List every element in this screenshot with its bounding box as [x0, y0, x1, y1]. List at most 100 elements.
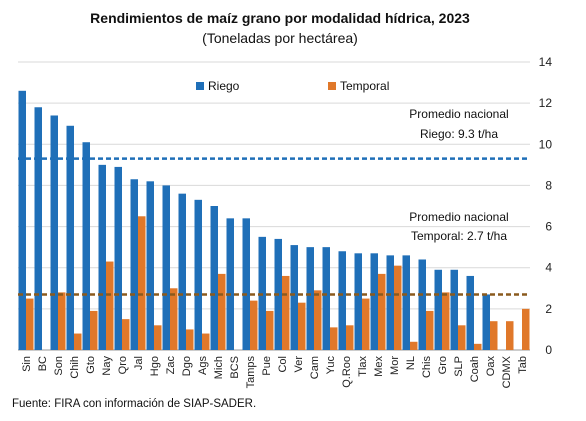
x-tick-label: Son	[53, 356, 65, 376]
x-tick-label: Chis	[421, 356, 433, 379]
bar-temporal-Son	[58, 292, 66, 350]
x-tick-label: BC	[37, 356, 49, 371]
y-tick-label: 2	[545, 302, 552, 316]
x-tick-label: Nay	[101, 356, 113, 376]
bar-temporal-Mich	[218, 273, 226, 350]
bar-riego-SLP	[450, 269, 458, 350]
x-tick-label: Chih	[69, 356, 81, 379]
bar-riego-Q.Roo	[338, 251, 346, 350]
bar-riego-BC	[34, 107, 42, 350]
chart-source: Fuente: FIRA con información de SIAP-SAD…	[12, 398, 257, 410]
x-tick-label: Dgo	[181, 356, 193, 376]
bar-temporal-SLP	[458, 325, 466, 350]
reference-label-line1: Promedio nacional	[409, 107, 508, 121]
y-tick-label: 4	[545, 261, 552, 275]
x-tick-label: Cam	[309, 356, 321, 379]
bar-temporal-NL	[410, 341, 418, 350]
bar-temporal-Nay	[106, 261, 114, 350]
x-tick-label: CDMX	[501, 355, 513, 388]
bar-riego-Sin	[18, 90, 26, 351]
bar-temporal-Tlax	[362, 298, 370, 350]
bar-riego-Dgo	[178, 193, 186, 350]
chart-title: Rendimientos de maíz grano por modalidad…	[90, 10, 470, 26]
legend-label-riego: Riego	[208, 79, 240, 93]
legend-swatch-temporal	[328, 82, 336, 90]
reference-label-line2: Temporal: 2.7 t/ha	[411, 229, 507, 243]
bar-riego-Ver	[290, 245, 298, 350]
bar-riego-Coah	[466, 275, 474, 350]
bar-temporal-Cam	[314, 290, 322, 350]
bar-temporal-CDMX	[506, 321, 514, 350]
bar-riego-NL	[402, 255, 410, 350]
bar-temporal-Oax	[490, 321, 498, 350]
bar-temporal-Zac	[170, 288, 178, 350]
x-tick-label: NL	[405, 356, 417, 370]
x-tick-label: Sin	[21, 356, 33, 372]
bar-temporal-Qro	[122, 319, 130, 350]
bar-riego-Yuc	[322, 247, 330, 350]
x-tick-label: SLP	[453, 356, 465, 377]
x-tick-label: Q.Roo	[341, 356, 353, 388]
x-tick-label: Pue	[261, 356, 273, 376]
x-tick-label: Tab	[517, 356, 529, 374]
bar-temporal-Mex	[378, 273, 386, 350]
bar-riego-Nay	[98, 164, 106, 350]
bar-riego-Tamps	[242, 218, 250, 350]
x-tick-label: Tlax	[357, 356, 369, 377]
bar-riego-Gto	[82, 142, 90, 350]
x-tick-label: Ags	[197, 356, 209, 375]
x-tick-label: Gto	[85, 356, 97, 374]
bar-temporal-Ver	[298, 302, 306, 350]
bar-riego-Tlax	[354, 253, 362, 350]
bar-riego-Gro	[434, 269, 442, 350]
bar-riego-Chis	[418, 259, 426, 350]
x-tick-label: Yuc	[325, 356, 337, 375]
bar-temporal-Tamps	[250, 300, 258, 350]
x-tick-label: Gro	[437, 356, 449, 374]
reference-label-line1: Promedio nacional	[409, 210, 508, 224]
x-tick-label: Ver	[293, 356, 305, 373]
y-tick-label: 14	[539, 55, 553, 69]
bar-riego-Oax	[482, 294, 490, 350]
y-tick-label: 6	[545, 220, 552, 234]
bar-riego-Qro	[114, 166, 122, 350]
y-tick-label: 10	[539, 137, 553, 151]
x-tick-label: Hgo	[149, 356, 161, 376]
bar-riego-Ags	[194, 199, 202, 350]
legend-swatch-riego	[196, 82, 204, 90]
x-tick-label: Mich	[213, 356, 225, 379]
bar-temporal-Col	[282, 275, 290, 350]
legend-label-temporal: Temporal	[340, 79, 389, 93]
x-tick-label: Qro	[117, 356, 129, 374]
bar-riego-BCS	[226, 218, 234, 350]
x-tick-label: Zac	[165, 356, 177, 375]
bar-temporal-Gro	[442, 292, 450, 350]
y-tick-label: 12	[539, 96, 553, 110]
bar-riego-Zac	[162, 185, 170, 350]
x-tick-label: Oax	[485, 356, 497, 377]
bar-temporal-Sin	[26, 298, 34, 350]
bar-riego-Jal	[130, 179, 138, 350]
x-tick-label: Tamps	[245, 356, 257, 389]
bar-temporal-Coah	[474, 343, 482, 350]
bar-temporal-Jal	[138, 216, 146, 350]
bar-riego-Mich	[210, 206, 218, 350]
x-tick-label: Col	[277, 356, 289, 373]
bar-temporal-Chih	[74, 333, 82, 350]
chart-subtitle: (Toneladas por hectárea)	[202, 30, 358, 46]
bar-riego-Cam	[306, 247, 314, 350]
x-tick-label: BCS	[229, 356, 241, 379]
bar-riego-Mor	[386, 255, 394, 350]
y-tick-label: 8	[545, 178, 552, 192]
bar-temporal-Yuc	[330, 327, 338, 350]
bar-temporal-Chis	[426, 310, 434, 350]
bar-temporal-Q.Roo	[346, 325, 354, 350]
bar-temporal-Pue	[266, 310, 274, 350]
bar-riego-Son	[50, 115, 58, 350]
bar-temporal-Ags	[202, 333, 210, 350]
bar-temporal-Tab	[522, 308, 530, 350]
bar-riego-Hgo	[146, 181, 154, 350]
y-tick-label: 0	[545, 343, 552, 357]
x-tick-label: Coah	[469, 356, 481, 382]
